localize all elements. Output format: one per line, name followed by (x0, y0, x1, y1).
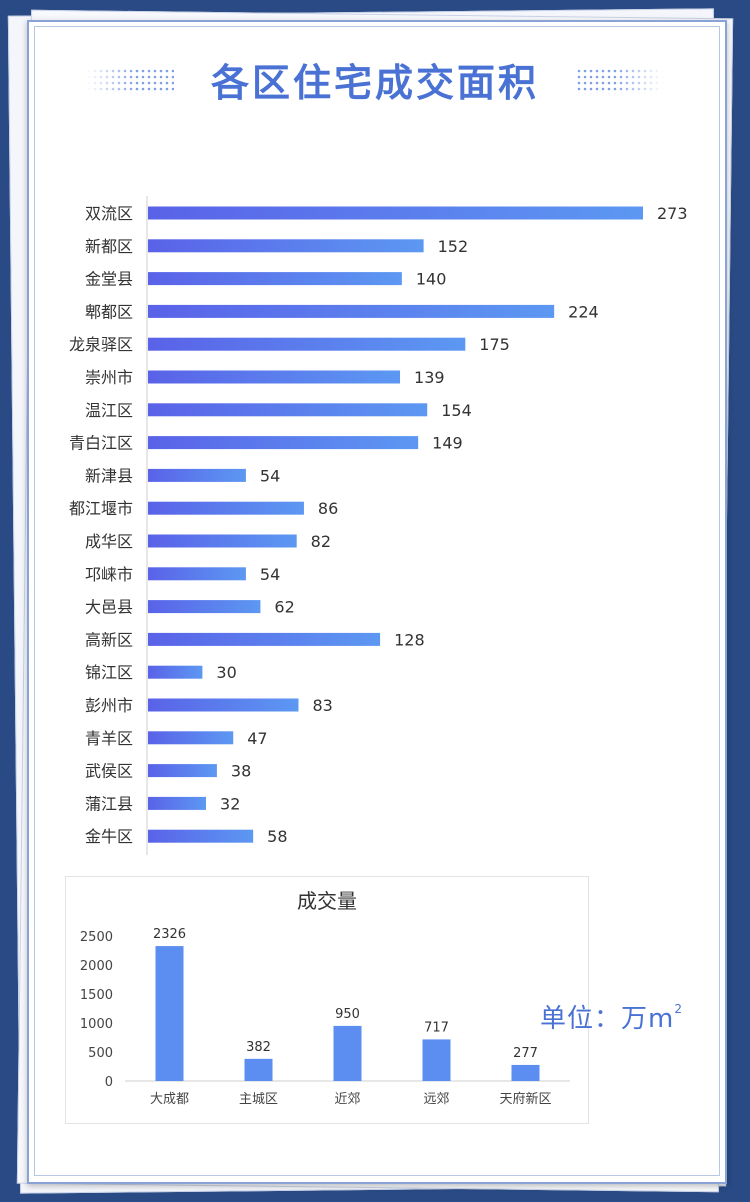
bar (148, 731, 234, 745)
bar-value-label: 273 (657, 204, 688, 223)
bar (148, 829, 254, 843)
category-label: 锦江区 (85, 663, 133, 682)
bar-value-label: 83 (312, 696, 332, 715)
y-tick-label: 2000 (80, 959, 113, 974)
bar (148, 764, 217, 778)
bar-value-label: 154 (441, 401, 472, 420)
title-dots-right-decoration (576, 68, 664, 94)
category-label: 崇州市 (85, 368, 133, 387)
page-title: 各区住宅成交面积 (210, 61, 539, 105)
y-tick-label: 1000 (80, 1017, 113, 1032)
column (511, 1064, 540, 1081)
x-tick-label: 天府新区 (499, 1091, 551, 1107)
category-label: 金堂县 (85, 270, 133, 289)
bar-value-label: 54 (260, 466, 280, 485)
bar (148, 796, 207, 810)
category-label: 彭州市 (85, 696, 133, 715)
bar (148, 206, 643, 220)
bar-value-label: 139 (414, 368, 445, 387)
bar (148, 304, 555, 318)
column (422, 1039, 451, 1081)
bar-value-label: 149 (432, 434, 463, 453)
category-label: 成华区 (85, 532, 133, 551)
category-label: 蒲江县 (85, 794, 133, 813)
y-tick-label: 1500 (80, 988, 113, 1003)
bar-value-label: 175 (479, 335, 510, 354)
bar-value-label: 54 (260, 565, 280, 584)
category-label: 邛崃市 (85, 565, 133, 584)
bar-value-label: 38 (231, 762, 251, 781)
y-tick-label: 0 (105, 1075, 113, 1090)
category-label: 青羊区 (85, 729, 133, 748)
category-label: 龙泉驿区 (69, 335, 133, 354)
category-label: 都江堰市 (69, 499, 133, 518)
x-tick-label: 主城区 (239, 1092, 278, 1107)
bar (148, 403, 428, 417)
bar (148, 567, 246, 581)
column-value-label: 717 (424, 1020, 449, 1035)
unit-label: 单位：万m2 (540, 998, 683, 1035)
category-label: 大邑县 (85, 598, 133, 617)
volume-chart-title: 成交量 (297, 889, 357, 913)
x-tick-label: 大成都 (150, 1092, 189, 1107)
unit-superscript: 2 (674, 1002, 683, 1016)
bar-value-label: 30 (216, 663, 236, 682)
category-label: 温江区 (85, 401, 133, 420)
bar-value-label: 86 (318, 499, 338, 518)
bar-value-label: 128 (394, 630, 425, 649)
category-label: 武侯区 (85, 762, 133, 781)
bar (148, 436, 419, 450)
bar (148, 632, 381, 646)
bar-value-label: 47 (247, 729, 267, 748)
bar (148, 698, 299, 712)
bar-value-label: 224 (568, 302, 599, 321)
bar (148, 501, 304, 515)
category-label: 双流区 (85, 204, 133, 223)
bar-value-label: 32 (220, 794, 240, 813)
bar-value-label: 140 (416, 270, 447, 289)
bar (148, 534, 297, 548)
bar-value-label: 152 (438, 237, 469, 256)
column (333, 1025, 362, 1081)
bar (148, 272, 402, 286)
title-dots-left-decoration (86, 68, 174, 94)
column (244, 1058, 273, 1081)
bar-value-label: 58 (267, 827, 287, 846)
category-label: 青白江区 (69, 434, 133, 453)
volume-chart-frame (65, 876, 589, 1124)
inner-frame (34, 26, 720, 1176)
column-value-label: 382 (246, 1040, 271, 1055)
unit-text: 单位：万m (540, 1004, 675, 1034)
bar (148, 665, 203, 679)
column-value-label: 950 (335, 1007, 360, 1022)
category-label: 高新区 (85, 630, 133, 649)
bar (148, 468, 246, 482)
category-label: 郫都区 (85, 302, 133, 321)
district-area-bar-chart: 双流区 273 新都区 152 金堂县 140 郫都区 224 龙泉驿区 175 崇州市 139 温江区… (69, 196, 688, 855)
bar (148, 337, 466, 351)
bar-value-label: 82 (311, 532, 331, 551)
column-value-label: 2326 (153, 927, 186, 942)
x-tick-label: 远郊 (423, 1091, 449, 1107)
category-label: 新津县 (85, 466, 133, 485)
bar (148, 370, 401, 384)
category-label: 金牛区 (85, 827, 133, 846)
y-tick-label: 2500 (80, 930, 113, 945)
y-tick-label: 500 (88, 1046, 113, 1061)
column (155, 946, 184, 1081)
bar (148, 600, 261, 614)
bar-value-label: 62 (274, 598, 294, 617)
bar (148, 239, 424, 253)
x-tick-label: 近郊 (334, 1091, 360, 1107)
volume-column-chart: 成交量 0 500 1000 1500 2000 2500 2326 大成都 382 主城区 950 近… (80, 889, 570, 1107)
category-label: 新都区 (85, 237, 133, 256)
column-value-label: 277 (513, 1046, 538, 1061)
